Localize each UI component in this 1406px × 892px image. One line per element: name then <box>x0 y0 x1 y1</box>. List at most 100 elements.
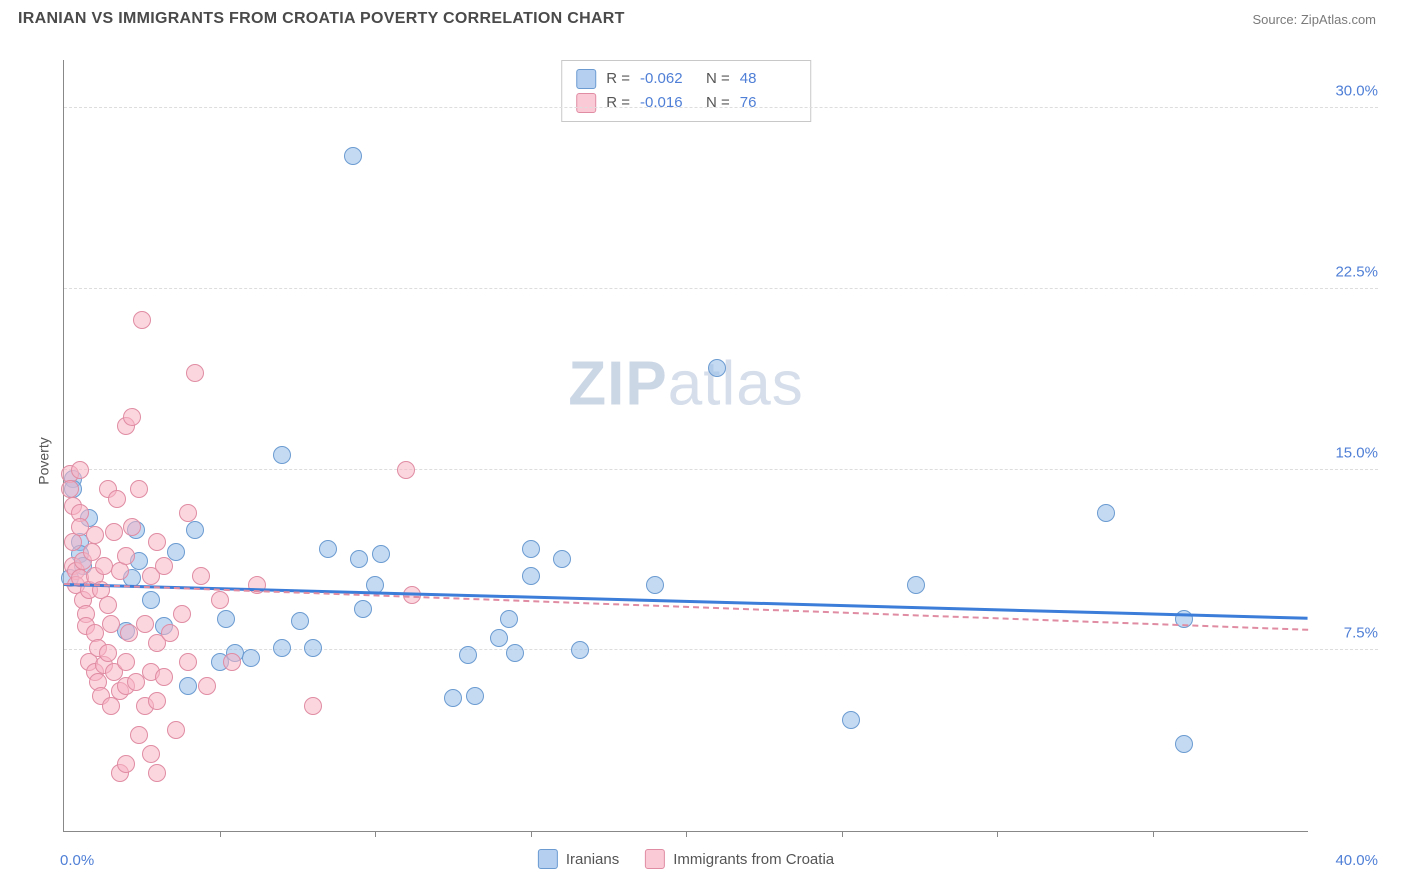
n-value: 76 <box>740 91 796 115</box>
data-point <box>117 755 135 773</box>
legend-item: Iranians <box>538 849 619 869</box>
legend-label: Iranians <box>566 851 619 868</box>
data-point <box>71 461 89 479</box>
data-point <box>179 653 197 671</box>
data-point <box>179 504 197 522</box>
data-point <box>61 480 79 498</box>
legend-label: Immigrants from Croatia <box>673 851 834 868</box>
data-point <box>117 547 135 565</box>
n-value: 48 <box>740 67 796 91</box>
data-point <box>500 610 518 628</box>
data-point <box>167 543 185 561</box>
data-point <box>130 726 148 744</box>
data-point <box>1175 735 1193 753</box>
data-point <box>842 711 860 729</box>
r-label: R = <box>606 67 630 91</box>
x-tick <box>531 831 532 837</box>
y-axis-label: Poverty <box>36 437 52 484</box>
n-label: N = <box>706 67 730 91</box>
n-label: N = <box>706 91 730 115</box>
data-point <box>304 697 322 715</box>
data-point <box>506 644 524 662</box>
data-point <box>217 610 235 628</box>
data-point <box>99 644 117 662</box>
data-point <box>148 764 166 782</box>
data-point <box>397 461 415 479</box>
x-max-label: 40.0% <box>1335 852 1378 869</box>
data-point <box>319 540 337 558</box>
data-point <box>273 639 291 657</box>
data-point <box>117 653 135 671</box>
data-point <box>708 359 726 377</box>
x-tick <box>842 831 843 837</box>
data-point <box>148 692 166 710</box>
data-point <box>192 567 210 585</box>
gridline <box>64 469 1378 470</box>
data-point <box>350 550 368 568</box>
r-label: R = <box>606 91 630 115</box>
data-point <box>553 550 571 568</box>
data-point <box>223 653 241 671</box>
chart-title: IRANIAN VS IMMIGRANTS FROM CROATIA POVER… <box>18 10 625 28</box>
stats-row: R = -0.016 N = 76 <box>576 91 796 115</box>
trend-line <box>64 583 1308 631</box>
data-point <box>372 545 390 563</box>
legend-item: Immigrants from Croatia <box>645 849 834 869</box>
data-point <box>108 490 126 508</box>
data-point <box>136 615 154 633</box>
x-tick <box>220 831 221 837</box>
gridline <box>64 107 1378 108</box>
data-point <box>86 526 104 544</box>
data-point <box>142 745 160 763</box>
data-point <box>102 615 120 633</box>
swatch-blue <box>538 849 558 869</box>
x-tick <box>997 831 998 837</box>
stats-row: R = -0.062 N = 48 <box>576 67 796 91</box>
trend-line <box>64 583 1308 619</box>
data-point <box>242 649 260 667</box>
data-point <box>291 612 309 630</box>
gridline <box>64 288 1378 289</box>
x-min-label: 0.0% <box>60 852 94 869</box>
x-tick <box>686 831 687 837</box>
data-point <box>459 646 477 664</box>
data-point <box>148 533 166 551</box>
data-point <box>173 605 191 623</box>
data-point <box>186 521 204 539</box>
data-point <box>571 641 589 659</box>
data-point <box>344 147 362 165</box>
r-value: -0.016 <box>640 91 696 115</box>
x-tick <box>1153 831 1154 837</box>
chart-source: Source: ZipAtlas.com <box>1252 12 1376 27</box>
data-point <box>161 624 179 642</box>
data-point <box>155 668 173 686</box>
data-point <box>522 567 540 585</box>
data-point <box>130 480 148 498</box>
data-point <box>99 596 117 614</box>
data-point <box>123 518 141 536</box>
data-point <box>198 677 216 695</box>
swatch-blue <box>576 69 596 89</box>
data-point <box>155 557 173 575</box>
data-point <box>1097 504 1115 522</box>
swatch-pink <box>645 849 665 869</box>
data-point <box>105 523 123 541</box>
y-tick-label: 30.0% <box>1313 83 1378 100</box>
data-point <box>186 364 204 382</box>
data-point <box>522 540 540 558</box>
data-point <box>273 446 291 464</box>
data-point <box>490 629 508 647</box>
data-point <box>444 689 462 707</box>
plot-region: ZIPatlas R = -0.062 N = 48 R = -0.016 N … <box>63 60 1308 832</box>
data-point <box>211 591 229 609</box>
x-tick <box>375 831 376 837</box>
watermark: ZIPatlas <box>568 348 803 419</box>
y-tick-label: 22.5% <box>1313 263 1378 280</box>
chart-area: Poverty ZIPatlas R = -0.062 N = 48 R = -… <box>18 40 1388 882</box>
data-point <box>304 639 322 657</box>
data-point <box>646 576 664 594</box>
data-point <box>142 591 160 609</box>
r-value: -0.062 <box>640 67 696 91</box>
stats-box: R = -0.062 N = 48 R = -0.016 N = 76 <box>561 60 811 122</box>
data-point <box>466 687 484 705</box>
